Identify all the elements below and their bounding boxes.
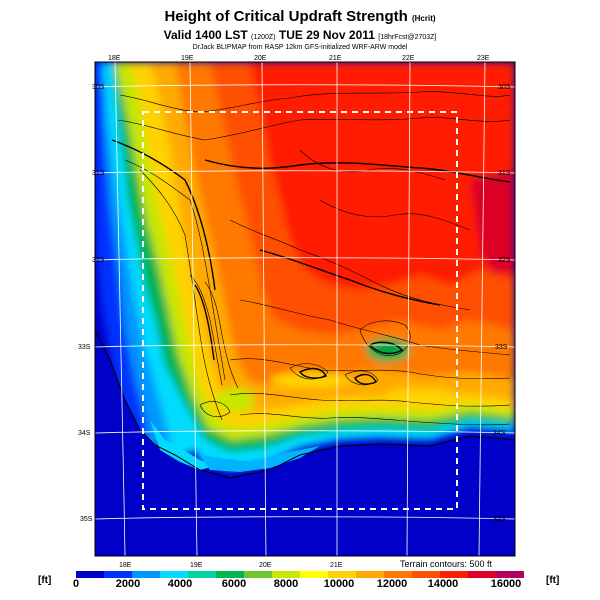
terrain-note: Terrain contours: 500 ft: [400, 559, 493, 569]
lon-label: 19E: [190, 562, 203, 569]
colorbar-swatch: [160, 571, 189, 578]
forecast-label: [18hrFcst@2703Z]: [378, 34, 437, 41]
colorbar-swatch: [104, 571, 133, 578]
map-frame: [94, 61, 516, 557]
title-suffix: (Hcrit): [411, 14, 436, 23]
lat-label: 31S: [498, 170, 511, 177]
lat-label: 34S: [78, 430, 91, 437]
map-fill-field: [95, 62, 515, 556]
lon-label: 19E: [181, 55, 194, 62]
colorbar-unit-right: [ft]: [546, 575, 560, 586]
lat-label: 35S: [80, 516, 93, 523]
valid-code: (1200Z): [251, 34, 276, 41]
lon-label: 22E: [402, 55, 415, 62]
colorbar-swatch: [244, 571, 273, 578]
colorbar-swatch: [496, 571, 524, 578]
model-credit: DrJack BLIPMAP from RASP 12km GFS-initia…: [192, 44, 408, 51]
colorbar: [76, 571, 524, 578]
lon-label: 21E: [330, 562, 343, 569]
valid-time: Valid 1400 LST: [163, 28, 248, 42]
colorbar-swatch: [384, 571, 413, 578]
colorbar-tick: 16000: [490, 578, 522, 590]
colorbar-swatch: [76, 571, 105, 578]
colorbar-swatch: [188, 571, 217, 578]
colorbar-tick: 10000: [323, 578, 355, 590]
colorbar-unit-left: [ft]: [38, 575, 52, 586]
colorbar-swatch: [468, 571, 497, 578]
colorbar-swatch: [412, 571, 441, 578]
colorbar-swatch: [132, 571, 161, 578]
coastline: [95, 329, 515, 479]
valid-time-line: Valid 1400 LST (1200Z) TUE 29 Nov 2011 […: [0, 28, 600, 42]
colorbar-swatch: [300, 571, 329, 578]
valid-date: TUE 29 Nov 2011: [278, 28, 375, 42]
lat-label: 34S: [493, 430, 506, 437]
map-title: Height of Critical Updraft Strength (Hcr…: [0, 8, 600, 25]
colorbar-tick: 6000: [221, 578, 247, 590]
colorbar-swatch: [272, 571, 301, 578]
colorbar-swatch: [440, 571, 469, 578]
lon-label: 20E: [259, 562, 272, 569]
colorbar-swatch: [216, 571, 245, 578]
lat-label: 35S: [493, 516, 506, 523]
inner-domain-box: [142, 111, 458, 510]
lat-label: 33S: [495, 344, 508, 351]
colorbar-tick: 0: [72, 578, 80, 590]
colorbar-tick: 14000: [427, 578, 459, 590]
lon-label: 18E: [108, 55, 121, 62]
colorbar-swatch: [328, 571, 357, 578]
colorbar-tick: 2000: [115, 578, 141, 590]
colorbar-tick: 12000: [376, 578, 408, 590]
lat-label: 30S: [498, 84, 511, 91]
lat-label: 31S: [92, 170, 105, 177]
colorbar-swatch: [356, 571, 385, 578]
colorbar-tick: 8000: [273, 578, 299, 590]
lat-label: 30S: [92, 84, 105, 91]
lat-label: 32S: [92, 257, 105, 264]
lon-label: 20E: [254, 55, 267, 62]
lon-label: 23E: [477, 55, 490, 62]
lon-label: 21E: [329, 55, 342, 62]
lon-label: 18E: [119, 562, 132, 569]
title-text: Height of Critical Updraft Strength: [164, 8, 408, 25]
colorbar-tick: 4000: [167, 578, 193, 590]
lat-label: 33S: [78, 344, 91, 351]
lat-label: 32S: [498, 257, 511, 264]
